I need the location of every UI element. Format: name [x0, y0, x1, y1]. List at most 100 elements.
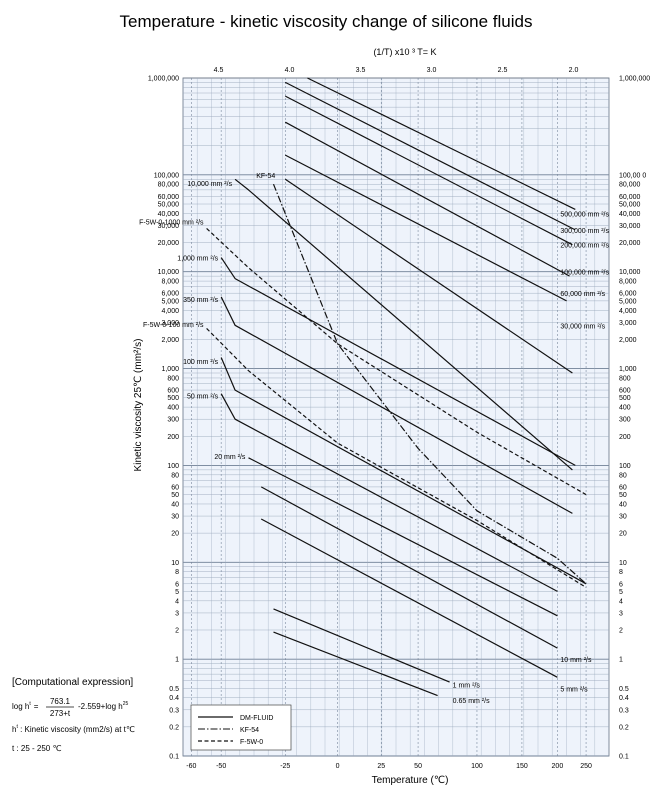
y-tick-label-right: 6 — [619, 581, 623, 588]
y-tick-label-right: 2,000 — [619, 337, 637, 344]
y-tick-label-left: 300 — [167, 417, 179, 424]
y-tick-label-left: 8,000 — [161, 279, 179, 286]
y-tick-label-left: 2,000 — [161, 337, 179, 344]
y-tick-label-right: 0.4 — [619, 695, 629, 702]
y-tick-label-left: 1,000 — [161, 366, 179, 373]
y-tick-label-left: 0.2 — [169, 724, 179, 731]
y-tick-label-right: 4 — [619, 598, 623, 605]
series-label: 20 mm ²/s — [214, 454, 246, 461]
legend-label-f-5w-0: F-5W-0 — [240, 739, 263, 746]
y-tick-label-right: 4,000 — [619, 308, 637, 315]
y-tick-label-left: 600 — [167, 388, 179, 395]
y-tick-label-left: 30 — [171, 514, 179, 521]
y-tick-label-left: 10,000 — [158, 269, 180, 276]
y-tick-label-left: 4,000 — [161, 308, 179, 315]
series-line-300-000-mm-2-s — [285, 81, 576, 231]
series-label: F-5W-0-100 mm ²/s — [143, 322, 204, 329]
series-line-350-mm-2-s — [220, 296, 573, 514]
y-tick-label-left: 2 — [175, 627, 179, 634]
formula-lhs: log ht = — [12, 701, 39, 711]
top-tick-label: 4.5 — [214, 67, 224, 74]
y-tick-label-right: 3 — [619, 610, 623, 617]
legend: DM-FLUID KF-54 F-5W-0 — [190, 704, 292, 751]
y-tick-label-right: 40,000 — [619, 211, 641, 218]
y-tick-label-right: 600 — [619, 388, 631, 395]
y-tick-label-left: 3,000 — [161, 320, 179, 327]
legend-box — [190, 704, 292, 751]
y-tick-label-left: 0.5 — [169, 686, 179, 693]
computational-expression: [Computational expression] log ht = 763.1… — [12, 677, 135, 753]
y-tick-label-right: 1,000 — [619, 366, 637, 373]
y-tick-label-left: 6 — [175, 581, 179, 588]
y-tick-label-left: 40 — [171, 501, 179, 508]
y-tick-label-left: 4 — [175, 598, 179, 605]
series-line-1-000-mm-2-s — [220, 257, 576, 466]
series-line-200-000-mm-2-s — [285, 95, 573, 246]
y-tick-label-left: 80,000 — [158, 182, 180, 189]
x-axis-label: Temperature (℃) — [372, 775, 449, 786]
y-tick-label-left: 400 — [167, 405, 179, 412]
y-tick-label-right: 1,000,000 — [619, 76, 650, 83]
y-tick-label-left: 40,000 — [158, 211, 180, 218]
x-tick-label: 100 — [471, 763, 483, 770]
y-tick-label-right: 50,000 — [619, 202, 641, 209]
series-label: 30,000 mm ²/s — [560, 323, 605, 330]
series-line-0-65-mm-2-s — [273, 631, 438, 697]
y-tick-label-left: 6,000 — [161, 291, 179, 298]
y-tick-label-left: 50 — [171, 492, 179, 499]
y-tick-label-left: 1,000,000 — [148, 76, 179, 83]
y-tick-label-right: 3,000 — [619, 320, 637, 327]
y-tick-label-left: 60,000 — [158, 194, 180, 201]
y-tick-label-right: 500 — [619, 395, 631, 402]
series-label: 100 mm ²/s — [183, 359, 219, 366]
y-tick-label-right: 0.3 — [619, 707, 629, 714]
series-line-500-000-mm-2-s — [307, 77, 576, 210]
x-tick-label: 250 — [580, 763, 592, 770]
y-tick-label-right: 80,000 — [619, 182, 641, 189]
formula-numerator: 763.1 — [50, 697, 71, 706]
y-tick-label-right: 300 — [619, 417, 631, 424]
y-tick-label-left: 5 — [175, 589, 179, 596]
formula-heading: [Computational expression] — [12, 677, 133, 688]
y-tick-label-right: 60,000 — [619, 194, 641, 201]
y-tick-label-left: 30,000 — [158, 223, 180, 230]
y-tick-label-right: 1 — [619, 657, 623, 664]
y-tick-label-left: 50,000 — [158, 202, 180, 209]
y-tick-label-right: 0.1 — [619, 754, 629, 761]
y-tick-label-left: 80 — [171, 472, 179, 479]
y-tick-label-left: 200 — [167, 434, 179, 441]
series-label: 1 mm ²/s — [453, 682, 481, 689]
grid — [182, 78, 610, 757]
x-tick-label: -25 — [280, 763, 290, 770]
y-tick-label-left: 20,000 — [158, 240, 180, 247]
y-tick-label-right: 6,000 — [619, 291, 637, 298]
y-tick-label-left: 1 — [175, 657, 179, 664]
series-line-kf-54 — [272, 183, 587, 585]
y-tick-label-right: 8,000 — [619, 279, 637, 286]
y-tick-label-right: 5,000 — [619, 298, 637, 305]
x-tick-label: -50 — [216, 763, 226, 770]
y-tick-label-left: 800 — [167, 375, 179, 382]
y-tick-label-left: 100 — [167, 463, 179, 470]
series-label: 50 mm ²/s — [187, 393, 219, 400]
series-label: 500,000 mm ²/s — [560, 211, 609, 218]
x-tick-label: 50 — [414, 763, 422, 770]
x-tick-label: 25 — [377, 763, 385, 770]
x-tick-label: 0 — [336, 763, 340, 770]
series-label: KF-54 — [256, 173, 275, 180]
top-tick-label: 2.5 — [498, 67, 508, 74]
y-tick-label-left: 0.4 — [169, 695, 179, 702]
y-tick-label-right: 40 — [619, 501, 627, 508]
series-label: 5 mm ²/s — [560, 686, 588, 693]
series-line-50-mm-2-s — [220, 393, 558, 592]
series-label: 1,000 mm ²/s — [177, 256, 218, 263]
y-axis-label: Kinetic viscosity 25℃ (mm²/s) — [133, 339, 144, 472]
series-line-10-mm-2-s — [260, 486, 558, 649]
top-tick-label: 3.0 — [427, 67, 437, 74]
y-tick-label-right: 0.2 — [619, 724, 629, 731]
y-tick-label-right: 800 — [619, 375, 631, 382]
series-line-60-000-mm-2-s — [285, 154, 567, 302]
top-tick-label: 3.5 — [356, 67, 366, 74]
top-tick-label: 4.0 — [285, 67, 295, 74]
